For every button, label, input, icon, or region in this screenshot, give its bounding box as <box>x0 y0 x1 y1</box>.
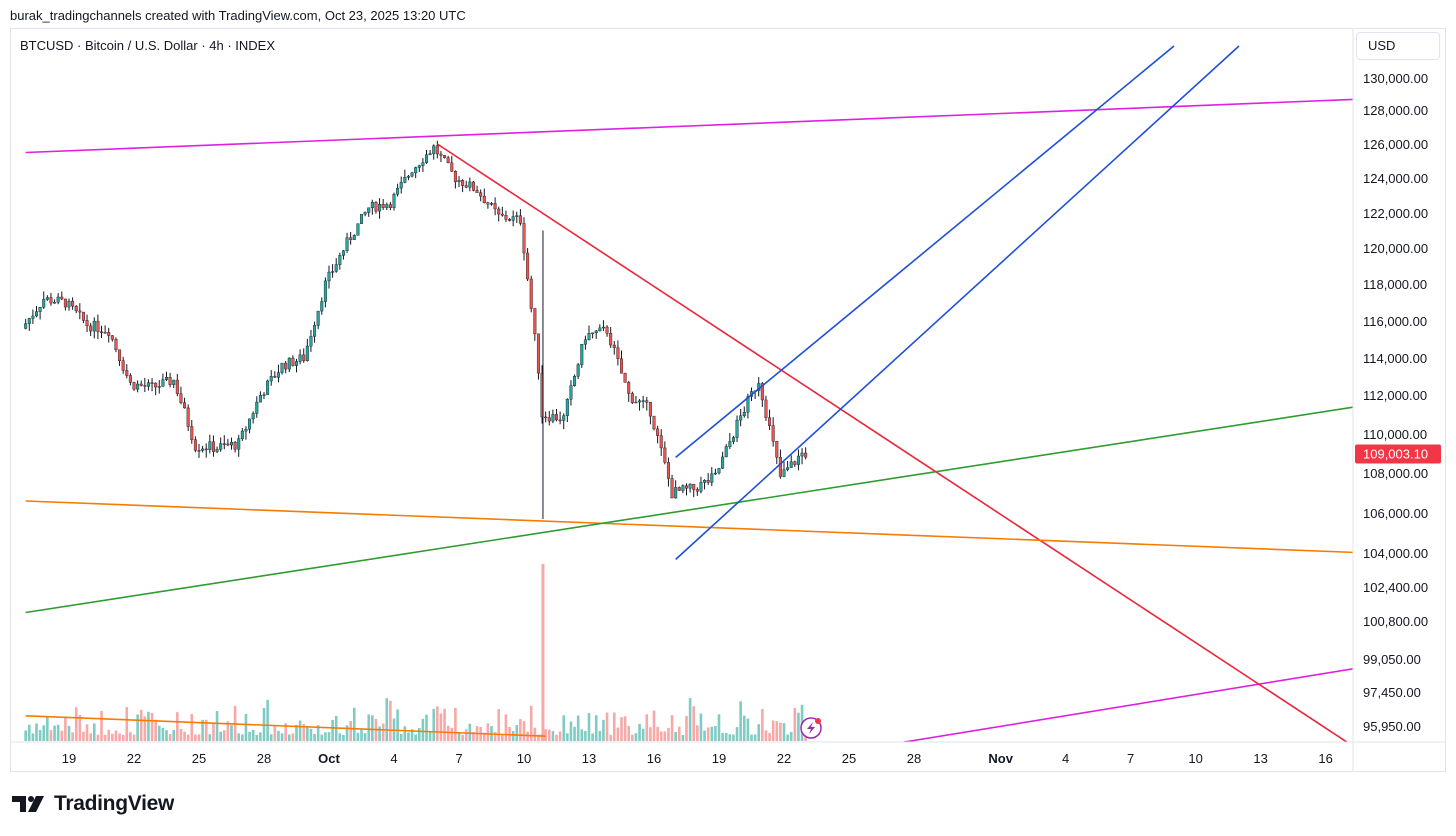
symbol-title[interactable]: BTCUSD · Bitcoin / U.S. Dollar · 4h · IN… <box>20 38 275 53</box>
tradingview-brand[interactable]: TradingView <box>12 792 174 816</box>
chart-caption: burak_tradingchannels created with Tradi… <box>10 8 466 23</box>
tradingview-logo-icon <box>12 796 44 812</box>
currency-selector[interactable]: USD <box>1356 32 1440 60</box>
chart-frame <box>10 28 1446 772</box>
brand-name: TradingView <box>54 792 175 815</box>
